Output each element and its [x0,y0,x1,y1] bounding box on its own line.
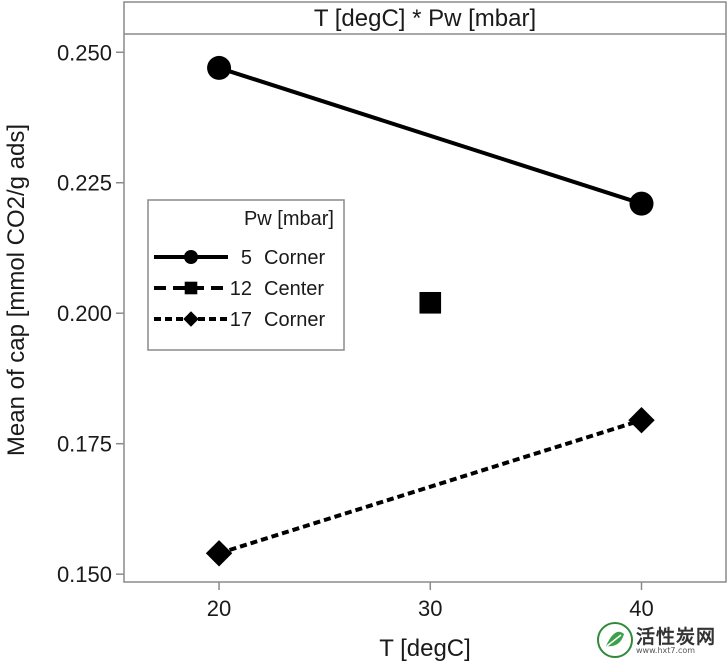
legend-label-value: 5 [241,247,252,269]
y-tick-label: 0.225 [57,171,112,196]
x-tick-label: 20 [207,596,231,621]
legend-item-17: 17 Corner [154,309,325,331]
y-axis-title: Mean of cap [mmol CO2/g ads] [3,124,30,456]
legend-label-value: 17 [230,309,252,331]
y-tick-label: 0.175 [57,432,112,457]
legend-label-position: Corner [264,309,325,331]
x-tick-label: 30 [418,596,442,621]
series-line-17 [218,418,643,556]
watermark-url: www.hxt7.com [636,646,696,655]
series-12 [419,291,442,314]
data-point-5-circle [207,55,232,80]
data-point-17-diamond [628,407,655,434]
series-line-5 [218,66,643,206]
chart-title: T [degC] * Pw [mbar] [314,5,536,32]
legend-item-5: 5 Corner [154,247,325,269]
legend-box [147,199,345,351]
y-tick-label: 0.250 [57,40,112,65]
plot-frame [123,1,727,583]
legend-label-position: Center [264,278,324,300]
legend-marker-square [184,281,198,295]
legend-label-position: Corner [264,247,325,269]
data-point-5-circle [629,191,654,216]
legend-marker-circle [184,250,198,264]
legend: Pw [mbar] 5 Corner 12 Center 17 Corner [147,199,345,351]
series-layer [205,55,655,567]
x-tick-label: 40 [629,596,653,621]
legend-items: 5 Corner 12 Center 17 Corner [154,247,325,331]
legend-label-value: 12 [230,278,252,300]
legend-title: Pw [mbar] [244,208,334,230]
x-axis-title: T [degC] [379,635,471,662]
data-point-17-diamond [205,540,233,567]
legend-item-12: 12 Center [154,278,324,300]
legend-marker-diamond [183,311,199,327]
watermark-logo: 活性炭网 www.hxt7.com [596,620,726,662]
series-5 [207,55,654,216]
y-tick-label: 0.200 [57,301,112,326]
data-point-12-square [419,291,442,314]
series-17 [205,407,655,567]
y-tick-label: 0.150 [57,562,112,587]
axis-ticks: 0.150 0.175 0.200 0.225 0.250 20 30 40 [57,40,654,621]
leaf-icon [597,622,633,658]
watermark-text: 活性炭网 [636,626,717,648]
